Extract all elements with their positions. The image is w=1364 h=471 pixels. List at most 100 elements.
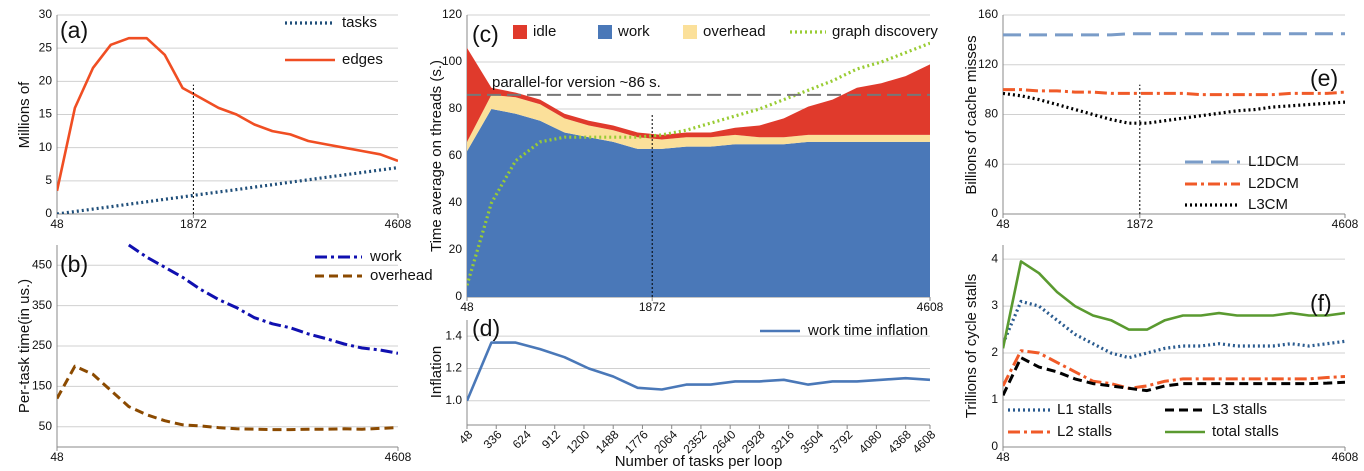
x-tick-label: 912	[539, 427, 563, 451]
y-tick-label: 450	[32, 257, 52, 271]
x-tick-label: 4608	[1332, 217, 1359, 231]
plot-area	[467, 341, 930, 402]
x-tick-label: 4608	[1332, 450, 1359, 464]
x-tick-label: 1872	[639, 300, 666, 314]
legend-label: L1DCM	[1248, 153, 1299, 170]
x-tick-label: 4080	[856, 427, 885, 456]
y-tick-label: 120	[442, 7, 462, 21]
legend-label: L1 stalls	[1057, 401, 1112, 418]
panel-label: (d)	[472, 315, 500, 341]
y-tick-label: 2	[991, 345, 998, 359]
x-tick-label: 1872	[1126, 217, 1153, 231]
y-tick-label: 20	[449, 242, 463, 256]
legend-label: overhead	[370, 267, 433, 284]
series-line	[467, 341, 930, 402]
y-tick-label: 0	[991, 439, 998, 453]
y-tick-label: 60	[449, 148, 463, 162]
y-tick-label: 1.4	[445, 328, 462, 342]
plot-area	[467, 41, 930, 297]
x-tick-label: 1488	[593, 427, 622, 456]
y-tick-label: 150	[32, 379, 52, 393]
series-line	[127, 243, 398, 355]
panel-label: (a)	[60, 17, 88, 43]
reference-label: parallel-for version ~86 s.	[492, 74, 661, 91]
y-tick-label: 0	[991, 206, 998, 220]
x-tick-label: 624	[510, 427, 534, 451]
y-tick-label: 5	[45, 173, 52, 187]
y-tick-label: 120	[978, 57, 998, 71]
y-tick-label: 160	[978, 7, 998, 21]
series-line	[57, 36, 398, 192]
y-axis-label: Millions of	[16, 81, 33, 149]
legend-label: edges	[342, 51, 383, 68]
x-tick-label: 1200	[564, 427, 593, 456]
series-line	[1003, 349, 1345, 390]
series-line	[1003, 299, 1345, 360]
y-tick-label: 4	[991, 251, 998, 265]
x-tick-label: 48	[996, 217, 1010, 231]
y-tick-label: 40	[985, 156, 999, 170]
series-line	[1003, 260, 1345, 349]
legend-label: L3CM	[1248, 196, 1288, 213]
panel-label: (f)	[1310, 290, 1332, 316]
y-tick-label: 10	[39, 140, 53, 154]
series-line	[57, 364, 398, 432]
series-line	[1003, 32, 1345, 37]
legend-swatch	[683, 25, 697, 39]
plot-area	[57, 243, 398, 432]
legend-label: L2DCM	[1248, 175, 1299, 192]
y-axis-label: Time average on threads (s.)	[428, 60, 445, 252]
y-tick-label: 0	[45, 206, 52, 220]
y-tick-label: 100	[442, 54, 462, 68]
x-tick-label: 48	[456, 427, 476, 447]
legend-label: graph discovery	[832, 23, 938, 40]
y-axis-label: Per-task time(in us.)	[16, 279, 33, 413]
y-axis-label: Trillions of cycle stalls	[963, 274, 980, 418]
y-tick-label: 25	[39, 40, 53, 54]
series-area	[467, 94, 930, 152]
x-tick-label: 48	[460, 300, 474, 314]
y-axis-label: Billions of cache misses	[963, 35, 980, 194]
legend-label: L2 stalls	[1057, 423, 1112, 440]
legend-swatch	[598, 25, 612, 39]
y-tick-label: 80	[985, 107, 999, 121]
series-line	[1003, 91, 1345, 125]
plot-area	[1003, 32, 1345, 125]
x-tick-label: 4608	[910, 427, 939, 456]
legend-label: idle	[533, 23, 556, 40]
y-tick-label: 30	[39, 7, 53, 21]
series-line	[57, 166, 398, 214]
x-tick-label: 3216	[768, 427, 797, 456]
y-tick-label: 3	[991, 298, 998, 312]
plot-area	[1003, 260, 1345, 396]
x-tick-label: 48	[50, 217, 64, 231]
x-tick-label: 1776	[622, 427, 651, 456]
y-tick-label: 40	[449, 195, 463, 209]
y-axis-label: Inflation	[428, 346, 445, 399]
series-area	[467, 109, 930, 297]
x-tick-label: 1872	[180, 217, 207, 231]
series-area	[467, 47, 930, 142]
y-tick-label: 1.2	[445, 361, 462, 375]
x-tick-label: 4608	[385, 450, 412, 464]
y-tick-label: 350	[32, 298, 52, 312]
x-tick-label: 4608	[917, 300, 944, 314]
panel-label: (e)	[1310, 65, 1338, 91]
y-tick-label: 50	[39, 419, 53, 433]
x-tick-label: 2064	[651, 427, 680, 456]
x-tick-label: 48	[996, 450, 1010, 464]
x-tick-label: 2640	[710, 427, 739, 456]
legend-label: L3 stalls	[1212, 401, 1267, 418]
panel-label: (c)	[472, 21, 499, 47]
x-tick-label: 48	[50, 450, 64, 464]
panel-label: (b)	[60, 251, 88, 277]
x-tick-label: 3792	[827, 427, 856, 456]
y-tick-label: 1.0	[445, 393, 462, 407]
legend-label: total stalls	[1212, 423, 1279, 440]
legend-label: work	[369, 248, 402, 265]
legend-label: work	[617, 23, 650, 40]
y-tick-label: 250	[32, 338, 52, 352]
plot-area	[57, 36, 398, 214]
series-line	[1003, 356, 1345, 396]
